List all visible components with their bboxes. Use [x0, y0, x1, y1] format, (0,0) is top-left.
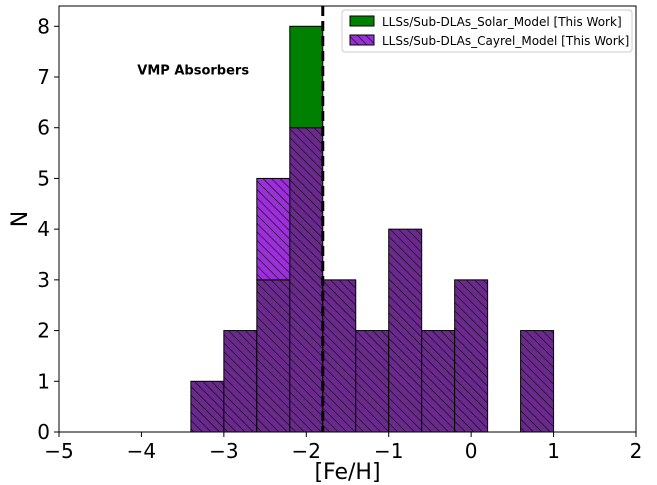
y-tick-label: 2 — [37, 319, 50, 343]
y-tick-label: 4 — [37, 217, 50, 241]
bar-overlap-outline — [223, 330, 258, 433]
bar-cayrel-hatch — [256, 178, 290, 280]
legend-swatch-cayrel-hatch — [349, 34, 375, 46]
x-tick-label: −5 — [44, 439, 73, 463]
bar-solar — [289, 26, 323, 128]
y-tick-label: 6 — [37, 116, 50, 140]
bar-overlap-outline — [421, 330, 456, 433]
legend-label-cayrel: LLSs/Sub-DLAs_Cayrel_Model [This Work] — [382, 34, 629, 48]
plot-area — [190, 25, 555, 433]
bar-overlap-outline — [520, 330, 555, 433]
bar-outline — [289, 25, 324, 129]
x-tick-label: −3 — [209, 439, 238, 463]
x-tick-label: −4 — [127, 439, 156, 463]
legend-label-solar: LLSs/Sub-DLAs_Solar_Model [This Work] — [382, 15, 622, 29]
y-tick-label: 1 — [37, 369, 50, 393]
x-tick-label: 2 — [630, 439, 643, 463]
plot-frame — [58, 5, 637, 433]
y-tick-label: 7 — [37, 65, 50, 89]
bar-overlap-outline — [190, 380, 225, 433]
y-axis-label: N — [8, 211, 33, 227]
bar-overlap-outline — [256, 279, 291, 433]
x-tick-label: 0 — [465, 439, 478, 463]
bar-overlap-outline — [388, 228, 423, 433]
x-axis-label: [Fe/H] — [314, 460, 380, 485]
legend-swatch-solar — [349, 15, 375, 27]
axes: −5 −4 −3 −2 −1 0 1 2 0 1 2 3 4 5 6 7 8 — [37, 5, 643, 463]
x-tick-label: −2 — [292, 439, 321, 463]
x-tick-label: 1 — [547, 439, 560, 463]
vmp-annotation: VMP Absorbers — [137, 63, 249, 78]
bar-overlap-outline — [289, 127, 324, 433]
y-tick-label: 5 — [37, 166, 50, 190]
bar-overlap-outline — [355, 330, 390, 433]
x-tick-label: −1 — [374, 439, 403, 463]
legend: LLSs/Sub-DLAs_Solar_Model [This Work] LL… — [341, 9, 633, 53]
bar-overlap-outline — [454, 279, 489, 433]
y-tick-label: 0 — [37, 420, 50, 444]
bar-overlap-outline — [322, 279, 357, 433]
legend-box — [341, 9, 633, 53]
y-tick-label: 8 — [37, 14, 50, 38]
y-tick-label: 3 — [37, 268, 50, 292]
